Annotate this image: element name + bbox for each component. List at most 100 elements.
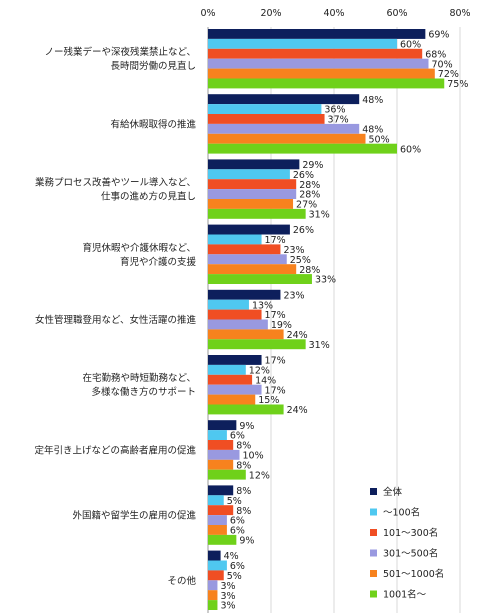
value-label-2-5: 31% [309, 210, 330, 221]
value-label-7-5: 9% [239, 536, 254, 547]
legend-swatch-4 [370, 570, 377, 577]
value-label-5-4: 15% [258, 395, 279, 406]
bar-3-1 [208, 234, 262, 245]
bar-2-1 [208, 169, 290, 180]
category-label-4-0: 女性管理職登用など、女性活躍の推進 [35, 314, 197, 326]
value-label-6-4: 8% [236, 460, 251, 471]
x-axis-ticks: 0% 20% 40% 60% 80% [200, 8, 470, 19]
value-label-1-3: 48% [362, 125, 383, 136]
x-tick-label-40: 40% [323, 8, 344, 19]
category-label-7-0: 外国籍や留学生の雇用の促進 [72, 510, 196, 522]
value-label-5-0: 17% [265, 356, 286, 367]
value-label-3-5: 33% [315, 275, 336, 286]
bar-8-4 [208, 590, 218, 601]
bar-7-5 [208, 534, 237, 545]
bar-7-1 [208, 495, 224, 506]
bar-5-0 [208, 355, 262, 365]
value-label-6-2: 8% [236, 441, 251, 452]
bar-6-2 [208, 440, 234, 450]
value-label-1-1: 36% [324, 105, 345, 116]
value-label-2-3: 28% [299, 190, 320, 201]
category-label-1-0: 有給休暇取得の推進 [110, 118, 196, 130]
value-label-7-0: 8% [236, 486, 251, 497]
legend: 全体〜100名 101〜300名 301〜500名 501〜1000名 1001名〜 [370, 486, 444, 601]
value-label-2-2: 28% [299, 180, 320, 191]
category-label-2-1: 仕事の進め方の見直し [101, 191, 196, 203]
bar-4-1 [208, 299, 249, 310]
value-label-4-5: 31% [309, 340, 330, 351]
bar-6-3 [208, 449, 240, 460]
value-label-2-0: 29% [302, 160, 323, 171]
bar-7-0 [208, 485, 234, 496]
legend-label-4: 501〜1000名 [383, 568, 444, 580]
bar-8-5 [208, 600, 218, 610]
bar-3-3 [208, 254, 287, 265]
category-label-0-1: 長時間労働の見直し [110, 60, 196, 72]
value-label-3-2: 23% [283, 245, 304, 256]
legend-swatch-2 [370, 529, 377, 536]
value-label-6-0: 9% [239, 421, 254, 432]
value-label-0-1: 60% [400, 40, 421, 51]
bar-1-1 [208, 104, 322, 114]
bar-7-4 [208, 525, 227, 535]
bar-8-2 [208, 570, 224, 581]
legend-label-1: 〜100名 [383, 507, 420, 519]
x-tick-label-60: 60% [386, 8, 407, 19]
value-label-0-2: 68% [425, 49, 446, 60]
bar-4-3 [208, 319, 268, 330]
value-label-1-5: 60% [400, 144, 421, 155]
bar-6-1 [208, 430, 227, 440]
bar-5-5 [208, 404, 284, 415]
x-tick-label-80: 80% [449, 8, 470, 19]
bar-0-5 [208, 78, 445, 89]
value-label-4-2: 17% [265, 310, 286, 321]
value-label-7-3: 6% [230, 516, 245, 527]
category-label-6-0: 定年引き上げなどの高齢者雇用の促進 [34, 444, 196, 456]
bar-8-1 [208, 560, 227, 571]
bar-4-5 [208, 339, 306, 350]
value-label-5-3: 17% [265, 385, 286, 396]
bar-0-2 [208, 48, 423, 59]
value-label-4-3: 19% [271, 320, 292, 331]
bar-5-4 [208, 394, 256, 405]
value-label-5-5: 24% [287, 405, 308, 416]
x-tick-label-20: 20% [260, 8, 281, 19]
category-label-2-0: 業務プロセス改善やツール導入など、 [35, 177, 196, 189]
bar-3-0 [208, 224, 290, 235]
bar-7-2 [208, 505, 234, 516]
value-label-1-4: 50% [369, 134, 390, 145]
legend-swatch-3 [370, 549, 377, 557]
bar-8-0 [208, 550, 221, 561]
value-label-7-1: 5% [227, 496, 242, 507]
bar-3-4 [208, 264, 297, 275]
bar-1-0 [208, 94, 360, 105]
value-label-3-3: 25% [290, 255, 311, 266]
legend-swatch-5 [370, 590, 377, 598]
category-label-5-0: 在宅勤務や時短勤務など、 [82, 372, 196, 384]
bar-1-4 [208, 133, 366, 144]
bar-3-2 [208, 244, 281, 255]
value-label-4-4: 24% [287, 330, 308, 341]
value-label-7-2: 8% [236, 506, 251, 517]
bar-8-3 [208, 580, 218, 591]
bar-7-3 [208, 515, 227, 525]
value-label-2-1: 26% [293, 170, 314, 181]
bar-6-0 [208, 420, 237, 431]
legend-swatch-1 [370, 508, 377, 516]
category-label-0-0: ノー残業デーや深夜残業禁止など、 [44, 46, 196, 58]
bar-5-3 [208, 384, 262, 395]
value-label-2-4: 27% [296, 200, 317, 211]
bar-6-4 [208, 459, 234, 470]
value-label-3-1: 17% [265, 235, 286, 246]
category-label-3-0: 育児休暇や介護休暇など、 [82, 242, 196, 254]
bars [208, 29, 445, 610]
legend-label-2: 101〜300名 [383, 527, 438, 539]
value-label-0-0: 69% [428, 30, 449, 41]
value-label-8-2: 5% [227, 571, 242, 582]
bar-2-0 [208, 159, 300, 170]
value-label-7-4: 6% [230, 526, 245, 537]
value-labels: 69%60%68%70%72%75%48%36%37%48%50%60%29%2… [220, 30, 468, 612]
bar-2-2 [208, 179, 297, 190]
legend-label-5: 1001名〜 [383, 589, 427, 601]
